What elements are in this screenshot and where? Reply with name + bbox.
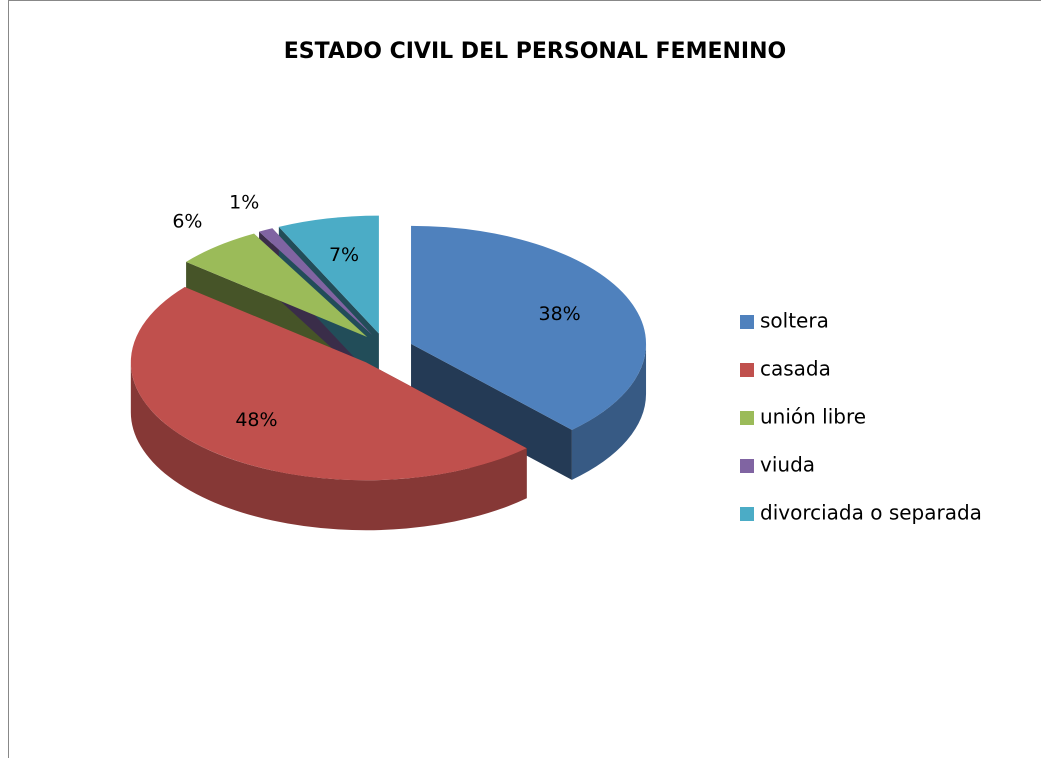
legend-label: soltera xyxy=(760,309,829,333)
data-label: 48% xyxy=(235,409,277,431)
slice xyxy=(186,233,368,338)
slice-wall xyxy=(130,362,527,531)
slice xyxy=(259,228,373,336)
slice-wall xyxy=(571,343,647,480)
legend-swatch xyxy=(740,507,754,521)
slice xyxy=(278,215,379,334)
legend-swatch xyxy=(740,315,754,329)
legend-swatch xyxy=(740,411,754,425)
data-label: 6% xyxy=(172,210,202,232)
chart-title: ESTADO CIVIL DEL PERSONAL FEMENINO xyxy=(284,39,786,64)
legend-swatch xyxy=(740,459,754,473)
slice xyxy=(130,287,527,481)
data-label: 7% xyxy=(329,244,359,266)
legend-swatch xyxy=(740,363,754,377)
data-label: 38% xyxy=(538,303,580,325)
legend-label: divorciada o separada xyxy=(760,501,982,525)
legend-label: viuda xyxy=(760,453,815,477)
slice-side xyxy=(411,343,572,480)
slice xyxy=(411,225,647,430)
legend-label: unión libre xyxy=(760,405,866,429)
legend-label: casada xyxy=(760,357,831,381)
data-label: 1% xyxy=(229,191,259,213)
